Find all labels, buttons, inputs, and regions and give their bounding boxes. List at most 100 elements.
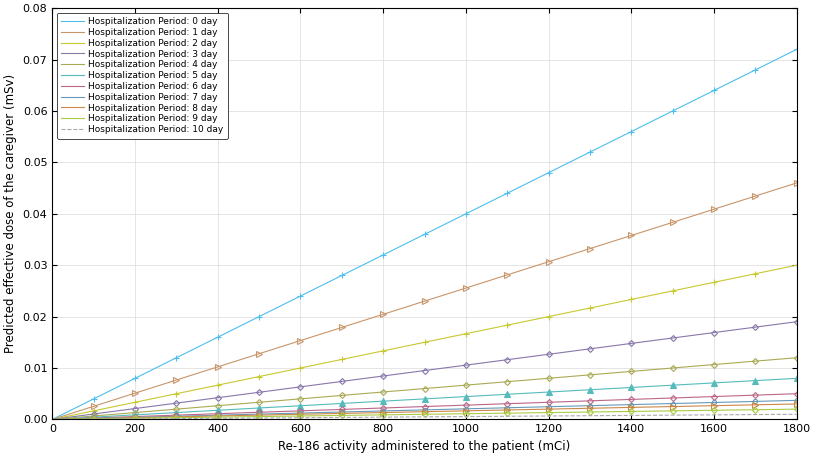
Hospitalization Period: 3 day: (184, 0.00194): 3 day: (184, 0.00194) [123, 407, 133, 412]
Line: Hospitalization Period: 8 day: Hospitalization Period: 8 day [52, 404, 797, 420]
Hospitalization Period: 3 day: (1.4e+03, 0.0148): 3 day: (1.4e+03, 0.0148) [628, 340, 637, 346]
Hospitalization Period: 7 day: (728, 0.0015): 7 day: (728, 0.0015) [349, 409, 359, 414]
Hospitalization Period: 8 day: (1.44e+03, 0.0024): 8 day: (1.44e+03, 0.0024) [641, 404, 651, 410]
Hospitalization Period: 8 day: (1.4e+03, 0.00234): 8 day: (1.4e+03, 0.00234) [628, 404, 637, 410]
Hospitalization Period: 7 day: (1.24e+03, 0.00255): 7 day: (1.24e+03, 0.00255) [558, 404, 568, 409]
Hospitalization Period: 4 day: (1.24e+03, 0.00824): 4 day: (1.24e+03, 0.00824) [558, 374, 568, 380]
Hospitalization Period: 7 day: (1.8e+03, 0.00371): 7 day: (1.8e+03, 0.00371) [792, 398, 802, 403]
Line: Hospitalization Period: 3 day: Hospitalization Period: 3 day [52, 322, 797, 420]
Hospitalization Period: 8 day: (793, 0.00132): 8 day: (793, 0.00132) [376, 410, 385, 415]
Hospitalization Period: 7 day: (1.4e+03, 0.00289): 7 day: (1.4e+03, 0.00289) [628, 402, 637, 407]
Hospitalization Period: 4 day: (1.8e+03, 0.012): 4 day: (1.8e+03, 0.012) [792, 355, 802, 361]
Hospitalization Period: 10 day: (1.24e+03, 0.000687): 10 day: (1.24e+03, 0.000687) [558, 413, 568, 419]
Hospitalization Period: 3 day: (728, 0.00769): 3 day: (728, 0.00769) [349, 377, 359, 383]
Hospitalization Period: 7 day: (1.44e+03, 0.00296): 7 day: (1.44e+03, 0.00296) [641, 401, 651, 407]
Hospitalization Period: 5 day: (1.24e+03, 0.00549): 5 day: (1.24e+03, 0.00549) [558, 388, 568, 394]
Hospitalization Period: 8 day: (1.8e+03, 0.00301): 8 day: (1.8e+03, 0.00301) [792, 401, 802, 407]
X-axis label: Re-186 activity administered to the patient (mCi): Re-186 activity administered to the pati… [279, 440, 570, 453]
Hospitalization Period: 2 day: (1.8e+03, 0.03): 2 day: (1.8e+03, 0.03) [792, 262, 802, 268]
Hospitalization Period: 0 day: (0, 0): 0 day: (0, 0) [47, 417, 57, 422]
Hospitalization Period: 6 day: (1.44e+03, 0.00399): 6 day: (1.44e+03, 0.00399) [641, 396, 651, 402]
Hospitalization Period: 9 day: (184, 0.000204): 9 day: (184, 0.000204) [123, 415, 133, 421]
Line: Hospitalization Period: 9 day: Hospitalization Period: 9 day [52, 409, 797, 420]
Line: Hospitalization Period: 0 day: Hospitalization Period: 0 day [52, 49, 797, 420]
Hospitalization Period: 10 day: (728, 0.000405): 10 day: (728, 0.000405) [349, 414, 359, 420]
Line: Hospitalization Period: 2 day: Hospitalization Period: 2 day [52, 265, 797, 420]
Hospitalization Period: 1 day: (1.44e+03, 0.0367): 1 day: (1.44e+03, 0.0367) [641, 228, 651, 234]
Hospitalization Period: 1 day: (728, 0.0186): 1 day: (728, 0.0186) [349, 321, 359, 326]
Hospitalization Period: 1 day: (1.8e+03, 0.046): 1 day: (1.8e+03, 0.046) [792, 180, 802, 186]
Hospitalization Period: 4 day: (1.44e+03, 0.00958): 4 day: (1.44e+03, 0.00958) [641, 367, 651, 373]
Hospitalization Period: 10 day: (184, 0.000102): 10 day: (184, 0.000102) [123, 416, 133, 422]
Line: Hospitalization Period: 10 day: Hospitalization Period: 10 day [52, 414, 797, 420]
Line: Hospitalization Period: 7 day: Hospitalization Period: 7 day [52, 400, 797, 420]
Hospitalization Period: 3 day: (0, 0): 3 day: (0, 0) [47, 417, 57, 422]
Hospitalization Period: 1 day: (1.24e+03, 0.0316): 1 day: (1.24e+03, 0.0316) [558, 254, 568, 260]
Hospitalization Period: 5 day: (793, 0.00352): 5 day: (793, 0.00352) [376, 399, 385, 404]
Hospitalization Period: 7 day: (0, 0): 7 day: (0, 0) [47, 417, 57, 422]
Line: Hospitalization Period: 1 day: Hospitalization Period: 1 day [52, 183, 797, 420]
Hospitalization Period: 4 day: (184, 0.00123): 4 day: (184, 0.00123) [123, 410, 133, 416]
Hospitalization Period: 4 day: (0, 0): 4 day: (0, 0) [47, 417, 57, 422]
Hospitalization Period: 1 day: (793, 0.0203): 1 day: (793, 0.0203) [376, 313, 385, 318]
Hospitalization Period: 6 day: (184, 0.000511): 6 day: (184, 0.000511) [123, 414, 133, 420]
Hospitalization Period: 5 day: (1.4e+03, 0.00623): 5 day: (1.4e+03, 0.00623) [628, 385, 637, 390]
Hospitalization Period: 1 day: (184, 0.0047): 1 day: (184, 0.0047) [123, 393, 133, 398]
Hospitalization Period: 2 day: (1.44e+03, 0.0239): 2 day: (1.44e+03, 0.0239) [641, 293, 651, 299]
Hospitalization Period: 10 day: (1.4e+03, 0.00078): 10 day: (1.4e+03, 0.00078) [628, 413, 637, 418]
Hospitalization Period: 2 day: (1.24e+03, 0.0206): 2 day: (1.24e+03, 0.0206) [558, 311, 568, 316]
Hospitalization Period: 10 day: (1.44e+03, 0.000798): 10 day: (1.44e+03, 0.000798) [641, 413, 651, 418]
Y-axis label: Predicted effective dose of the caregiver (mSv): Predicted effective dose of the caregive… [4, 74, 17, 353]
Hospitalization Period: 9 day: (793, 0.00088): 9 day: (793, 0.00088) [376, 412, 385, 418]
Hospitalization Period: 0 day: (1.8e+03, 0.072): 0 day: (1.8e+03, 0.072) [792, 47, 802, 52]
Hospitalization Period: 5 day: (1.8e+03, 0.00799): 5 day: (1.8e+03, 0.00799) [792, 376, 802, 381]
Legend: Hospitalization Period: 0 day, Hospitalization Period: 1 day, Hospitalization Pe: Hospitalization Period: 0 day, Hospitali… [57, 13, 228, 139]
Hospitalization Period: 9 day: (0, 0): 9 day: (0, 0) [47, 417, 57, 422]
Hospitalization Period: 0 day: (728, 0.0291): 0 day: (728, 0.0291) [349, 267, 359, 272]
Hospitalization Period: 5 day: (184, 0.000816): 5 day: (184, 0.000816) [123, 413, 133, 418]
Hospitalization Period: 0 day: (793, 0.0317): 0 day: (793, 0.0317) [376, 254, 385, 259]
Hospitalization Period: 6 day: (0, 0): 6 day: (0, 0) [47, 417, 57, 422]
Hospitalization Period: 6 day: (793, 0.0022): 6 day: (793, 0.0022) [376, 405, 385, 411]
Hospitalization Period: 0 day: (184, 0.00735): 0 day: (184, 0.00735) [123, 379, 133, 384]
Hospitalization Period: 7 day: (793, 0.00163): 7 day: (793, 0.00163) [376, 408, 385, 414]
Hospitalization Period: 9 day: (1.4e+03, 0.00156): 9 day: (1.4e+03, 0.00156) [628, 409, 637, 414]
Hospitalization Period: 8 day: (184, 0.000307): 8 day: (184, 0.000307) [123, 415, 133, 420]
Hospitalization Period: 10 day: (1.8e+03, 0.001): 10 day: (1.8e+03, 0.001) [792, 412, 802, 417]
Hospitalization Period: 4 day: (793, 0.00529): 4 day: (793, 0.00529) [376, 389, 385, 395]
Hospitalization Period: 2 day: (1.4e+03, 0.0234): 2 day: (1.4e+03, 0.0234) [628, 297, 637, 302]
Line: Hospitalization Period: 6 day: Hospitalization Period: 6 day [52, 393, 797, 420]
Hospitalization Period: 2 day: (728, 0.0121): 2 day: (728, 0.0121) [349, 354, 359, 360]
Hospitalization Period: 2 day: (0, 0): 2 day: (0, 0) [47, 417, 57, 422]
Hospitalization Period: 9 day: (728, 0.000808): 9 day: (728, 0.000808) [349, 413, 359, 418]
Hospitalization Period: 9 day: (1.24e+03, 0.00137): 9 day: (1.24e+03, 0.00137) [558, 409, 568, 415]
Hospitalization Period: 3 day: (1.24e+03, 0.0131): 3 day: (1.24e+03, 0.0131) [558, 350, 568, 355]
Hospitalization Period: 3 day: (1.8e+03, 0.019): 3 day: (1.8e+03, 0.019) [792, 319, 802, 324]
Line: Hospitalization Period: 5 day: Hospitalization Period: 5 day [52, 378, 797, 420]
Hospitalization Period: 9 day: (1.44e+03, 0.00159): 9 day: (1.44e+03, 0.00159) [641, 409, 651, 414]
Hospitalization Period: 5 day: (1.44e+03, 0.00638): 5 day: (1.44e+03, 0.00638) [641, 384, 651, 389]
Hospitalization Period: 8 day: (1.24e+03, 0.00206): 8 day: (1.24e+03, 0.00206) [558, 406, 568, 412]
Hospitalization Period: 10 day: (793, 0.000441): 10 day: (793, 0.000441) [376, 414, 385, 420]
Hospitalization Period: 5 day: (0, 0): 5 day: (0, 0) [47, 417, 57, 422]
Line: Hospitalization Period: 4 day: Hospitalization Period: 4 day [52, 358, 797, 420]
Hospitalization Period: 7 day: (184, 0.000379): 7 day: (184, 0.000379) [123, 415, 133, 420]
Hospitalization Period: 0 day: (1.24e+03, 0.0494): 0 day: (1.24e+03, 0.0494) [558, 163, 568, 168]
Hospitalization Period: 3 day: (793, 0.00837): 3 day: (793, 0.00837) [376, 374, 385, 379]
Hospitalization Period: 10 day: (0, 0): 10 day: (0, 0) [47, 417, 57, 422]
Hospitalization Period: 4 day: (728, 0.00486): 4 day: (728, 0.00486) [349, 392, 359, 397]
Hospitalization Period: 1 day: (1.4e+03, 0.0359): 1 day: (1.4e+03, 0.0359) [628, 232, 637, 238]
Hospitalization Period: 0 day: (1.4e+03, 0.0561): 0 day: (1.4e+03, 0.0561) [628, 128, 637, 133]
Hospitalization Period: 2 day: (793, 0.0132): 2 day: (793, 0.0132) [376, 349, 385, 354]
Hospitalization Period: 2 day: (184, 0.00306): 2 day: (184, 0.00306) [123, 401, 133, 406]
Hospitalization Period: 8 day: (728, 0.00122): 8 day: (728, 0.00122) [349, 410, 359, 416]
Hospitalization Period: 6 day: (728, 0.00202): 6 day: (728, 0.00202) [349, 406, 359, 412]
Hospitalization Period: 6 day: (1.24e+03, 0.00344): 6 day: (1.24e+03, 0.00344) [558, 399, 568, 404]
Hospitalization Period: 0 day: (1.44e+03, 0.0574): 0 day: (1.44e+03, 0.0574) [641, 122, 651, 127]
Hospitalization Period: 1 day: (0, 0): 1 day: (0, 0) [47, 417, 57, 422]
Hospitalization Period: 5 day: (728, 0.00323): 5 day: (728, 0.00323) [349, 400, 359, 405]
Hospitalization Period: 8 day: (0, 0): 8 day: (0, 0) [47, 417, 57, 422]
Hospitalization Period: 3 day: (1.44e+03, 0.0152): 3 day: (1.44e+03, 0.0152) [641, 339, 651, 344]
Hospitalization Period: 4 day: (1.4e+03, 0.00936): 4 day: (1.4e+03, 0.00936) [628, 368, 637, 374]
Hospitalization Period: 6 day: (1.4e+03, 0.0039): 6 day: (1.4e+03, 0.0039) [628, 397, 637, 402]
